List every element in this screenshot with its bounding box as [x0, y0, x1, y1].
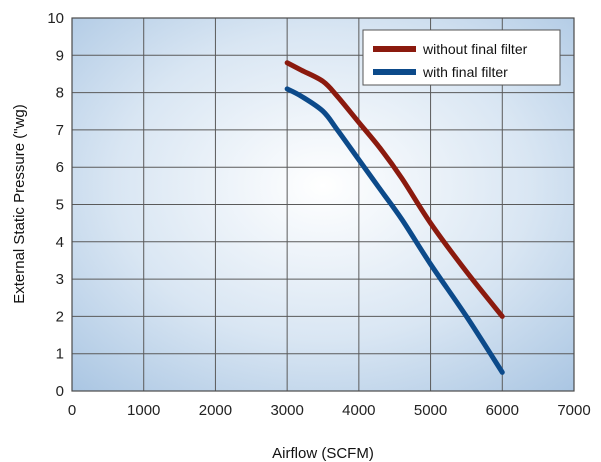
- legend-label-without-final-filter: without final filter: [422, 41, 528, 57]
- x-tick-label: 6000: [486, 402, 519, 419]
- y-axis-title: External Static Pressure ("wg): [11, 104, 28, 304]
- tick-labels: 0 1000 2000 3000 4000 5000 6000 7000 0 1 2 3 4 5 6 7 8 9 1…: [47, 10, 590, 419]
- y-tick-label: 8: [56, 85, 64, 102]
- y-tick-label: 4: [56, 234, 64, 251]
- y-tick-label: 0: [56, 383, 64, 400]
- y-tick-label: 1: [56, 346, 64, 363]
- x-tick-label: 2000: [199, 402, 232, 419]
- series-group: [284, 60, 505, 375]
- x-tick-label: 1000: [127, 402, 160, 419]
- y-tick-label: 9: [56, 47, 64, 64]
- y-tick-label: 2: [56, 308, 64, 325]
- x-tick-label: 3000: [270, 402, 303, 419]
- x-tick-label: 5000: [414, 402, 447, 419]
- x-tick-label: 4000: [342, 402, 375, 419]
- x-axis-title: Airflow (SCFM): [272, 445, 374, 462]
- x-tick-label: 0: [68, 402, 76, 419]
- legend: without final filter with final filter: [362, 29, 561, 86]
- legend-label-with-final-filter: with final filter: [422, 64, 508, 80]
- y-tick-label: 5: [56, 197, 64, 214]
- y-tick-label: 3: [56, 271, 64, 288]
- series-line-1: [284, 86, 505, 375]
- y-tick-label: 7: [56, 122, 64, 139]
- y-tick-label: 6: [56, 159, 64, 176]
- series-line-0: [284, 60, 505, 319]
- x-tick-label: 7000: [557, 402, 590, 419]
- y-tick-label: 10: [47, 10, 64, 27]
- plot-border: [71, 17, 575, 392]
- legend-box: [362, 29, 561, 86]
